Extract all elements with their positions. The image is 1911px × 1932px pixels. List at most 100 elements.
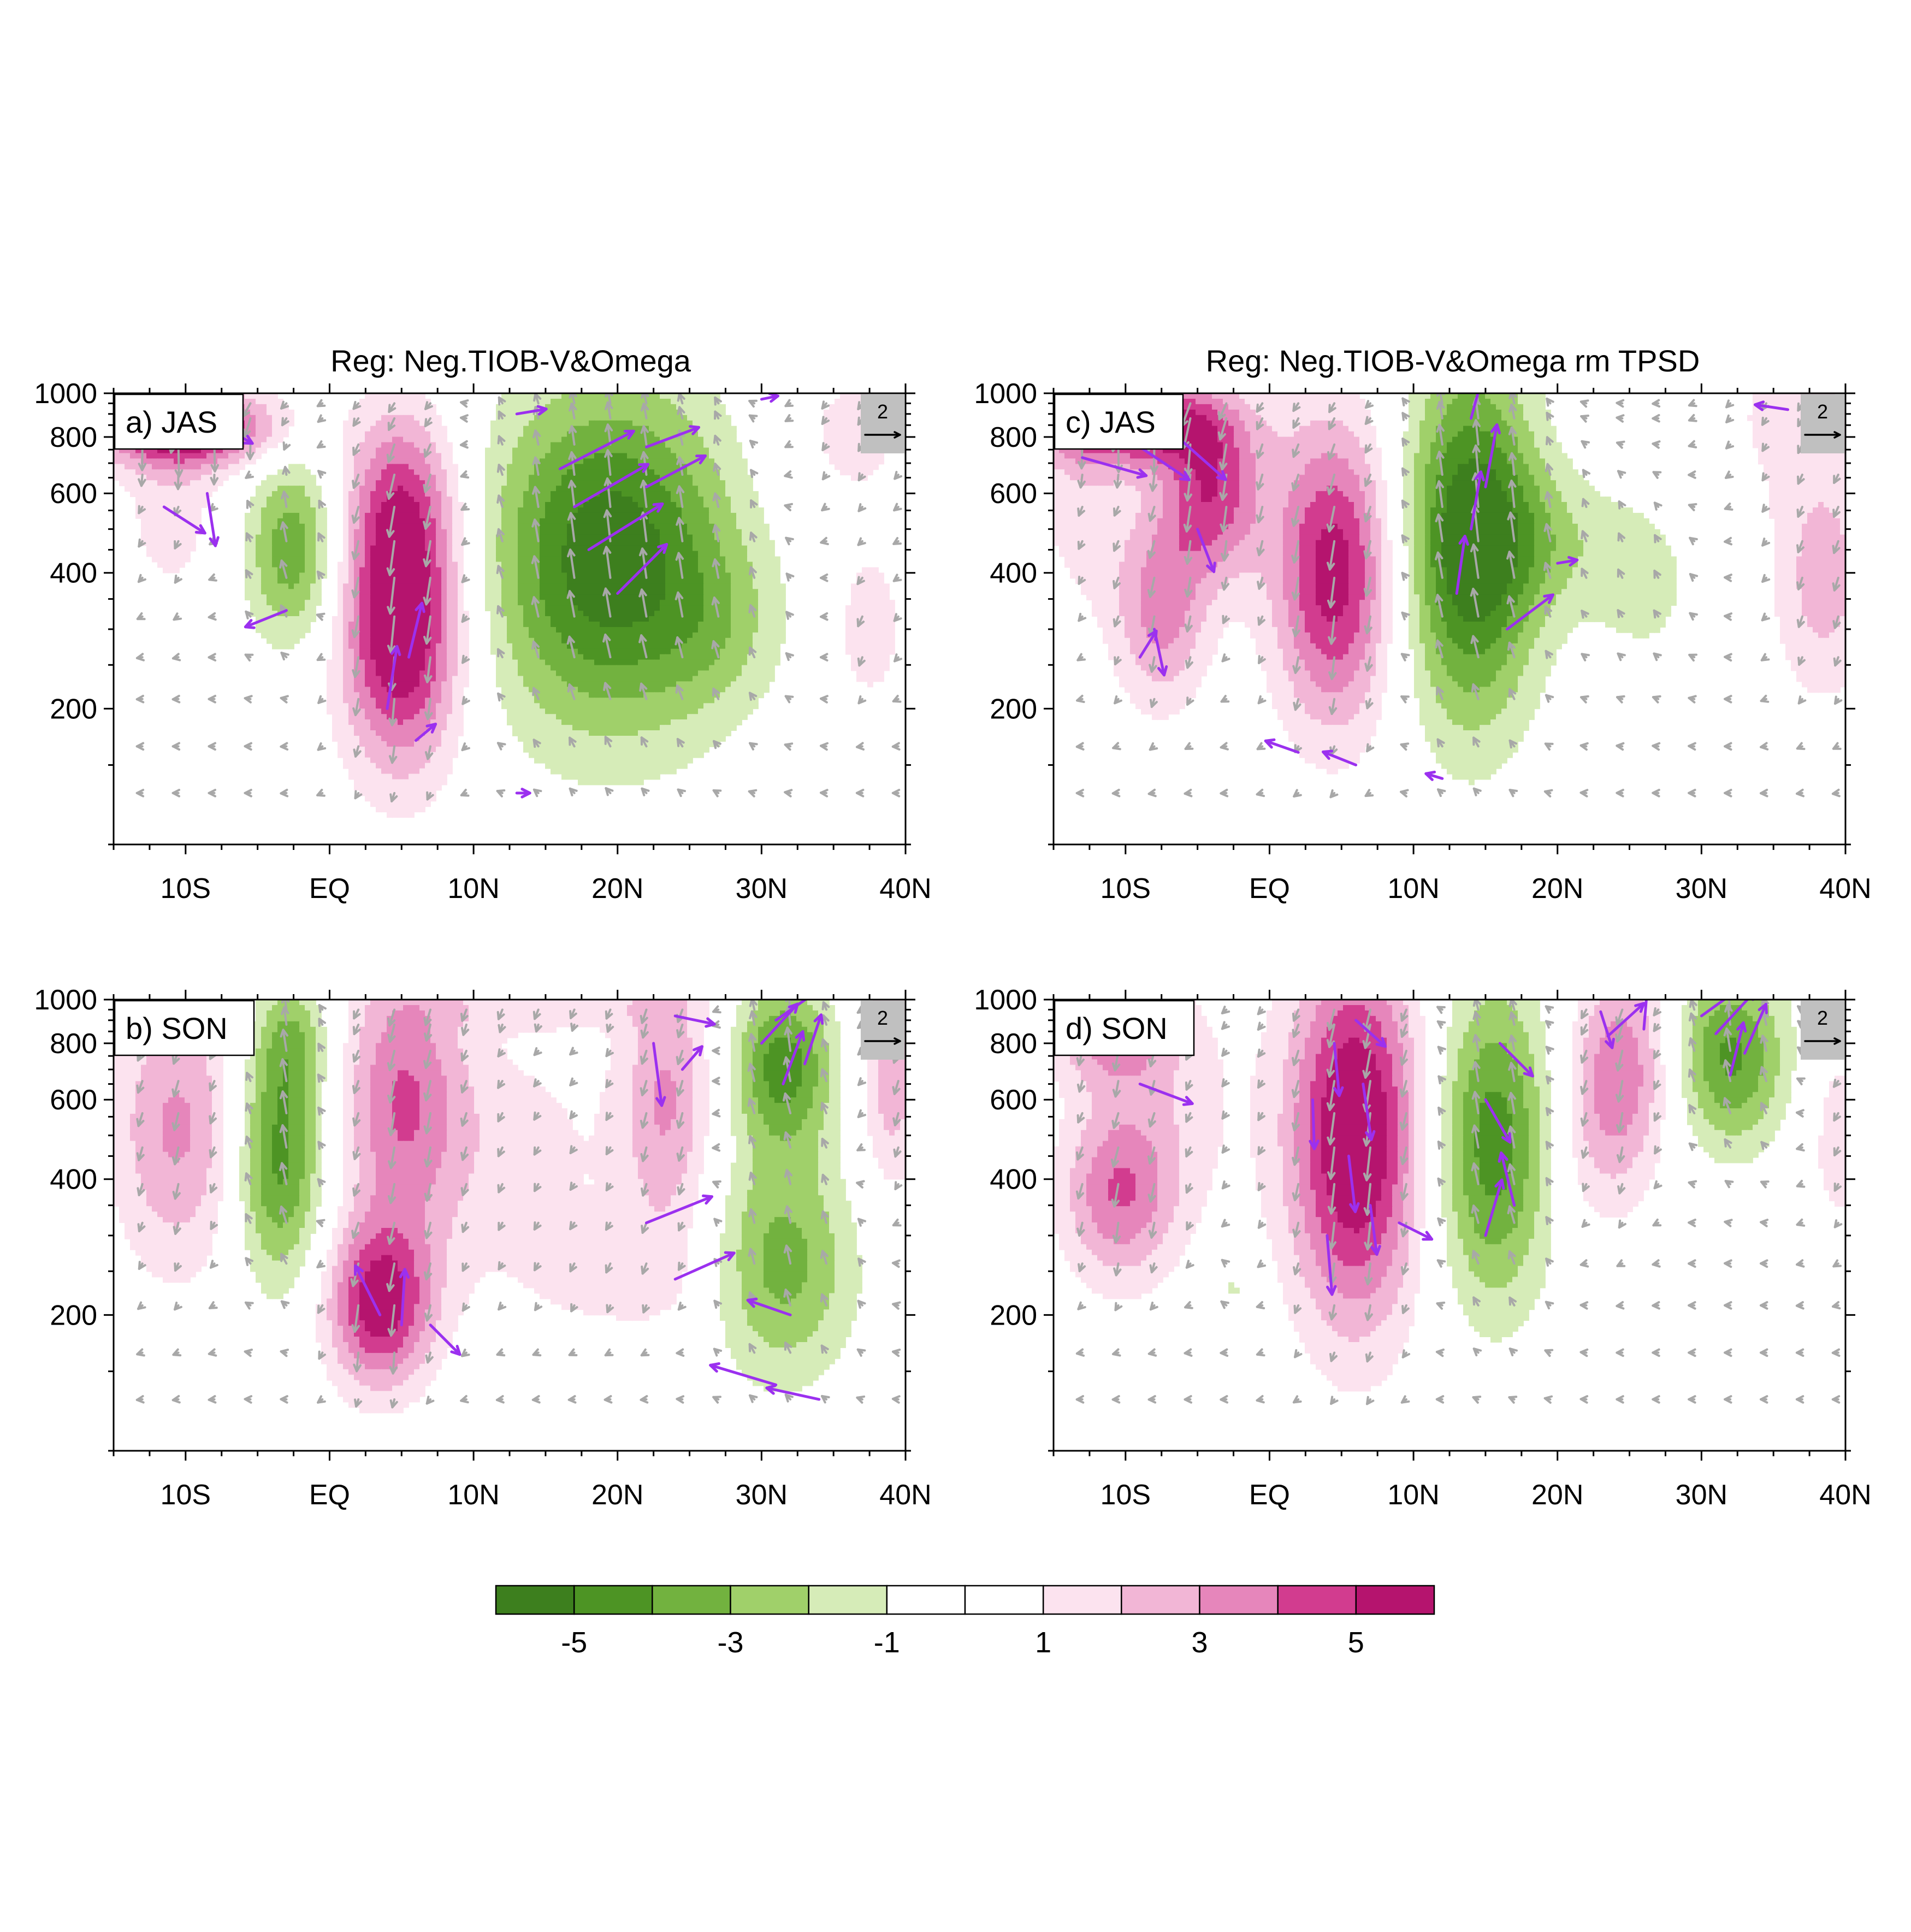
contour-cell [365, 572, 371, 579]
contour-cell [622, 497, 628, 503]
contour-cell [561, 447, 567, 454]
contour-cell [829, 453, 835, 459]
contour-cell [529, 665, 535, 671]
contour-cell [758, 578, 764, 584]
contour-cell [709, 611, 715, 617]
contour-cell [709, 545, 715, 552]
contour-cell [758, 523, 764, 530]
contour-cell [578, 611, 584, 617]
contour-cell [256, 589, 262, 595]
contour-cell [507, 611, 513, 617]
contour-cell [310, 475, 316, 481]
contour-cell [152, 469, 158, 476]
contour-cell [742, 551, 748, 557]
contour-cell [376, 562, 382, 568]
contour-cell [540, 637, 546, 644]
contour-cell [398, 578, 404, 584]
contour-cell [256, 442, 262, 448]
contour-cell [294, 589, 300, 595]
contour-cell [720, 464, 726, 470]
contour-cell [387, 665, 393, 671]
contour-cell [376, 399, 382, 405]
contour-cell [119, 475, 125, 481]
contour-cell [217, 469, 223, 476]
contour-cell [398, 534, 404, 541]
contour-cell [725, 616, 731, 622]
contour-cell [299, 632, 305, 639]
contour-cell [572, 632, 578, 639]
contour-cell [485, 502, 491, 508]
contour-cell [742, 480, 748, 487]
contour-cell [387, 469, 393, 476]
contour-cell [769, 540, 775, 546]
contour-cell [381, 399, 387, 405]
contour-cell [589, 491, 595, 497]
contour-cell [561, 512, 567, 519]
contour-cell [157, 469, 163, 476]
contour-cell [316, 523, 322, 530]
contour-cell [458, 648, 464, 655]
contour-cell [835, 442, 841, 448]
contour-cell [709, 589, 715, 595]
contour-cell [299, 480, 305, 487]
contour-cell [343, 486, 349, 492]
contour-cell [447, 637, 453, 644]
contour-cell [567, 540, 573, 546]
contour-cell [676, 442, 682, 448]
contour-cell [616, 540, 622, 546]
contour-cell [261, 502, 267, 508]
contour-cell [878, 589, 884, 595]
contour-cell [436, 534, 442, 541]
contour-cell [654, 562, 660, 568]
contour-cell [534, 507, 540, 513]
contour-cell [190, 529, 196, 535]
contour-cell [512, 464, 518, 470]
contour-cell [551, 589, 557, 595]
contour-cell [676, 540, 682, 546]
contour-cell [338, 637, 344, 644]
contour-cell [485, 518, 491, 524]
contour-cell [348, 605, 354, 611]
contour-cell [665, 469, 671, 476]
contour-cell [419, 529, 425, 535]
contour-cell [687, 431, 693, 438]
contour-cell [862, 616, 868, 622]
contour-cell [654, 643, 660, 649]
contour-cell [540, 420, 546, 427]
contour-cell [616, 637, 622, 644]
contour-cell [867, 572, 873, 579]
contour-cell [174, 464, 180, 470]
contour-cell [764, 594, 770, 601]
contour-cell [201, 480, 207, 487]
contour-cell [359, 420, 365, 427]
contour-cell [594, 464, 600, 470]
contour-cell [720, 415, 726, 421]
contour-cell [567, 632, 573, 639]
contour-cell [130, 486, 136, 492]
contour-cell [512, 447, 518, 454]
contour-cell [627, 654, 633, 660]
contour-cell [720, 589, 726, 595]
contour-cell [141, 453, 147, 459]
contour-cell [660, 654, 666, 660]
contour-cell [376, 415, 382, 421]
contour-cell [529, 562, 535, 568]
contour-cell [343, 491, 349, 497]
contour-cell [261, 605, 267, 611]
contour-cell [490, 464, 496, 470]
contour-cell [507, 464, 513, 470]
contour-cell [343, 583, 349, 590]
contour-cell [654, 583, 660, 590]
contour-cell [851, 632, 857, 639]
contour-cell [829, 458, 835, 465]
contour-cell [119, 458, 125, 465]
contour-cell [261, 507, 267, 513]
contour-cell [338, 665, 344, 671]
contour-cell [447, 507, 453, 513]
contour-cell [250, 453, 256, 459]
contour-cell [583, 556, 589, 563]
contour-cell [348, 458, 354, 465]
contour-cell [605, 637, 611, 644]
contour-cell [753, 611, 759, 617]
contour-cell [638, 480, 644, 487]
